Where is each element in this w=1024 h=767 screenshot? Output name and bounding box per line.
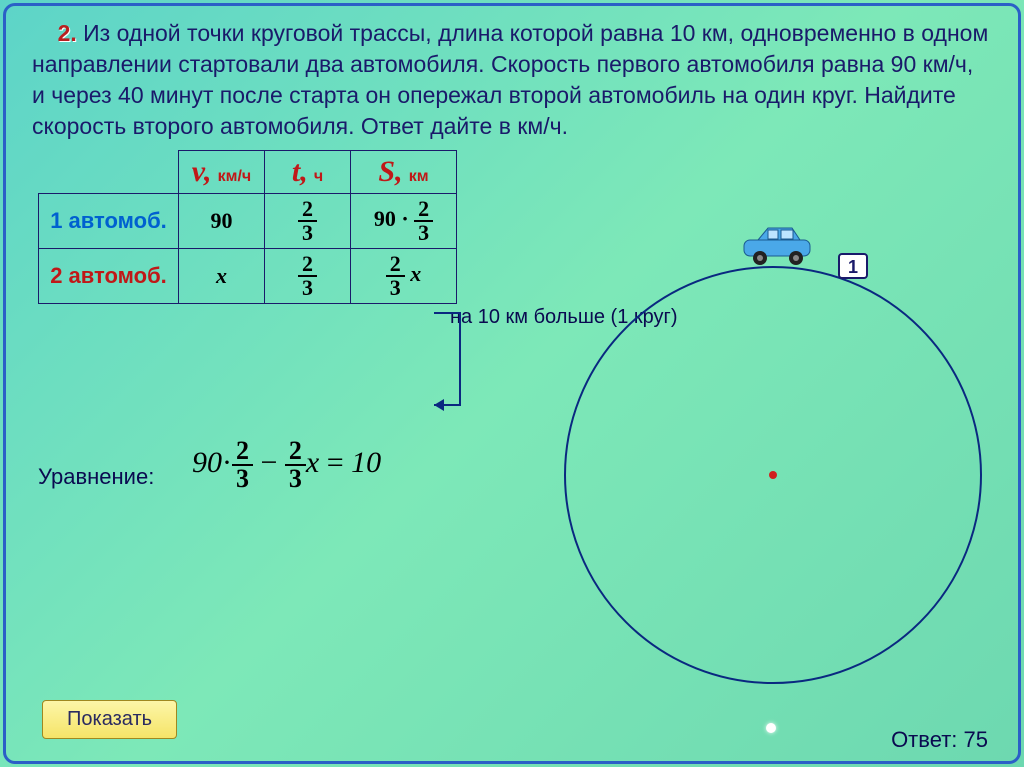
table-row: 1 автомоб. 90 23 90 · 23	[39, 194, 457, 249]
header-s: S, км	[351, 151, 457, 194]
row2-v: x	[179, 249, 265, 304]
row1-v: 90	[179, 194, 265, 249]
row2-label: 2 автомоб.	[39, 249, 179, 304]
row1-s: 90 · 23	[351, 194, 457, 249]
answer-text: Ответ: 75	[891, 727, 988, 753]
header-v: v, км/ч	[179, 151, 265, 194]
row1-label: 1 автомоб.	[39, 194, 179, 249]
header-empty	[39, 151, 179, 194]
table-row: 2 автомоб. x 23 23 x	[39, 249, 457, 304]
track-diagram	[558, 260, 988, 690]
problem-body: Из одной точки круговой трассы, длина ко…	[32, 20, 988, 139]
header-t: t, ч	[265, 151, 351, 194]
car-icon	[738, 222, 816, 266]
row1-t: 23	[265, 194, 351, 249]
problem-number: 2.	[58, 20, 77, 46]
show-button[interactable]: Показать	[42, 700, 177, 739]
row2-t: 23	[265, 249, 351, 304]
marker-dot	[766, 723, 776, 733]
data-table: v, км/ч t, ч S, км 1 автомоб. 90 23 90 ·…	[38, 150, 457, 304]
problem-text: 2. Из одной точки круговой трассы, длина…	[32, 18, 992, 142]
equation-expr: 90·23 − 23x = 10	[192, 438, 381, 492]
car-badge: 1	[838, 253, 868, 279]
equation-label: Уравнение:	[38, 464, 154, 490]
row2-s: 23 x	[351, 249, 457, 304]
table-header-row: v, км/ч t, ч S, км	[39, 151, 457, 194]
